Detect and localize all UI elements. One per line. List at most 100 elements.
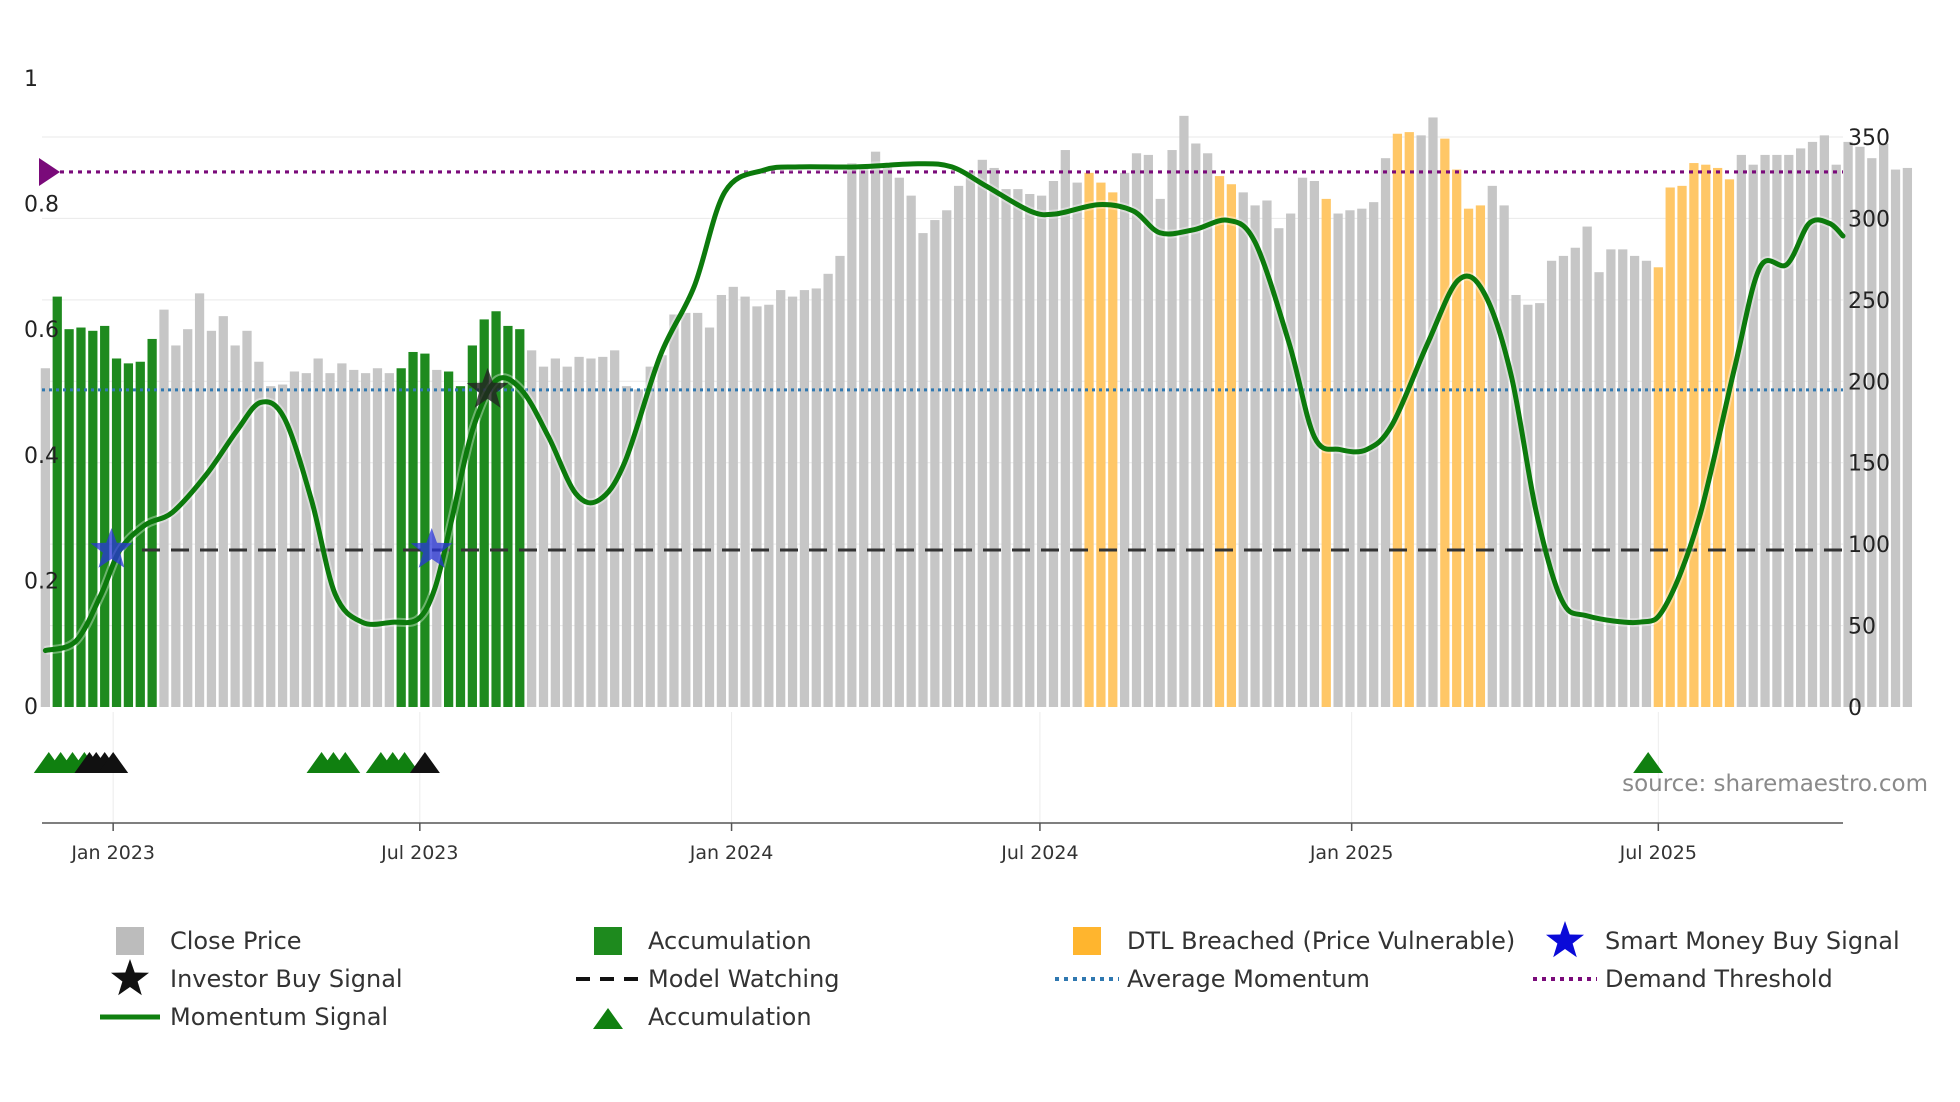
price-bar bbox=[1902, 167, 1913, 707]
investor-buy-star bbox=[466, 367, 509, 408]
price-bar bbox=[420, 353, 430, 707]
price-bar bbox=[1511, 294, 1521, 707]
price-bar bbox=[467, 345, 477, 707]
price-bar bbox=[1096, 182, 1106, 708]
price-bar bbox=[277, 384, 288, 707]
price-bar bbox=[1748, 164, 1758, 707]
price-bar bbox=[1297, 177, 1308, 707]
momentum-signal bbox=[42, 159, 1847, 655]
price-bar bbox=[527, 350, 537, 707]
price-bar bbox=[704, 327, 715, 707]
accumulation-panel bbox=[33, 752, 1664, 773]
price-bar bbox=[1463, 208, 1474, 707]
reference-lines bbox=[39, 157, 1843, 552]
price-bar bbox=[455, 386, 466, 707]
legend-investor-buy-signal-label: Investor Buy Signal bbox=[170, 965, 403, 993]
price-bar bbox=[1760, 154, 1770, 707]
price-bar bbox=[1890, 169, 1901, 707]
x-tick-label: Jan 2023 bbox=[70, 842, 155, 864]
price-bar bbox=[1535, 303, 1545, 707]
price-bar bbox=[859, 166, 869, 707]
price-bar bbox=[515, 329, 525, 707]
left-axis-label: 0.8 bbox=[24, 193, 59, 218]
legend-dtl-breached-price-vulnerable-label: DTL Breached (Price Vulnerable) bbox=[1127, 927, 1515, 955]
price-bar bbox=[325, 373, 335, 707]
price-bar bbox=[100, 325, 110, 707]
price-bar bbox=[870, 151, 881, 707]
price-bar bbox=[242, 330, 252, 707]
price-bar bbox=[1701, 164, 1711, 707]
price-bar bbox=[218, 316, 228, 707]
price-bar bbox=[633, 389, 643, 707]
right-axis-label: 300 bbox=[1848, 207, 1890, 232]
price-bar bbox=[1214, 176, 1225, 708]
legend-accumulation-label: Accumulation bbox=[648, 1003, 812, 1031]
price-bar bbox=[1582, 226, 1592, 707]
legend-close-price-label: Close Price bbox=[170, 927, 302, 955]
price-bar bbox=[1013, 189, 1023, 708]
legend-close-price-swatch bbox=[116, 927, 144, 955]
price-bar bbox=[503, 325, 513, 707]
price-bar bbox=[764, 304, 774, 707]
price-bar bbox=[1855, 146, 1865, 707]
x-tick-label: Jul 2025 bbox=[1619, 842, 1697, 864]
price-bar bbox=[1594, 272, 1604, 707]
accumulation-triangle bbox=[330, 752, 361, 773]
price-bar bbox=[1416, 135, 1426, 707]
signal-markers bbox=[90, 367, 509, 568]
price-bar bbox=[1155, 198, 1165, 707]
demand-threshold-marker bbox=[39, 157, 60, 186]
price-bar bbox=[360, 373, 371, 707]
price-bar bbox=[1796, 148, 1806, 707]
price-bar bbox=[301, 373, 311, 707]
price-bar bbox=[384, 373, 394, 707]
price-bar bbox=[289, 371, 300, 707]
price-bar bbox=[266, 386, 276, 707]
x-tick-label: Jan 2025 bbox=[1309, 842, 1394, 864]
smart-money-buy-star bbox=[410, 528, 453, 568]
accumulation-triangle-black bbox=[98, 752, 129, 773]
price-bar bbox=[1321, 198, 1331, 707]
price-bar bbox=[1677, 185, 1687, 708]
price-bar bbox=[1867, 158, 1877, 708]
price-bar bbox=[194, 293, 205, 707]
price-bar bbox=[918, 233, 928, 707]
price-bar bbox=[408, 351, 418, 707]
price-bar bbox=[254, 361, 264, 707]
price-bar bbox=[64, 329, 74, 707]
price-bar bbox=[1784, 154, 1794, 707]
left-axis-label: 0.4 bbox=[24, 444, 59, 469]
price-bar bbox=[598, 356, 608, 707]
price-bar bbox=[1523, 304, 1533, 707]
axes: 0 0.2 0.4 0.6 0.8 1 0 50 100 150 200 250 300 350 Jan 2… bbox=[24, 67, 1890, 864]
legend-accumulation-icon bbox=[593, 1008, 623, 1029]
price-bar bbox=[1404, 132, 1414, 708]
legend-accumulation-label: Accumulation bbox=[648, 927, 812, 955]
price-bar bbox=[1203, 153, 1213, 708]
smart-money-buy-star bbox=[90, 528, 133, 568]
price-bar bbox=[479, 319, 489, 707]
price-bar bbox=[1025, 194, 1035, 707]
left-axis-label: 1 bbox=[24, 67, 38, 92]
x-tick-label: Jul 2023 bbox=[380, 842, 458, 864]
price-bar bbox=[1499, 205, 1509, 707]
price-bar bbox=[1452, 169, 1462, 707]
price-bar bbox=[894, 177, 904, 707]
price-bar bbox=[1772, 154, 1782, 707]
price-bar bbox=[823, 273, 833, 707]
source-label: source: sharemaestro.com bbox=[1622, 771, 1928, 797]
legend-average-momentum-label: Average Momentum bbox=[1127, 965, 1370, 993]
price-bar bbox=[432, 369, 442, 707]
price-bar bbox=[989, 167, 999, 707]
momentum-signal-line bbox=[42, 161, 1846, 653]
price-bar bbox=[1807, 141, 1818, 707]
price-bar bbox=[811, 288, 821, 707]
right-axis-label: 100 bbox=[1848, 533, 1890, 558]
right-axis-label: 250 bbox=[1848, 289, 1890, 314]
price-bar bbox=[693, 312, 703, 707]
accumulation-triangle-black bbox=[409, 752, 440, 773]
price-bar bbox=[1475, 205, 1486, 707]
price-bar bbox=[657, 355, 667, 707]
